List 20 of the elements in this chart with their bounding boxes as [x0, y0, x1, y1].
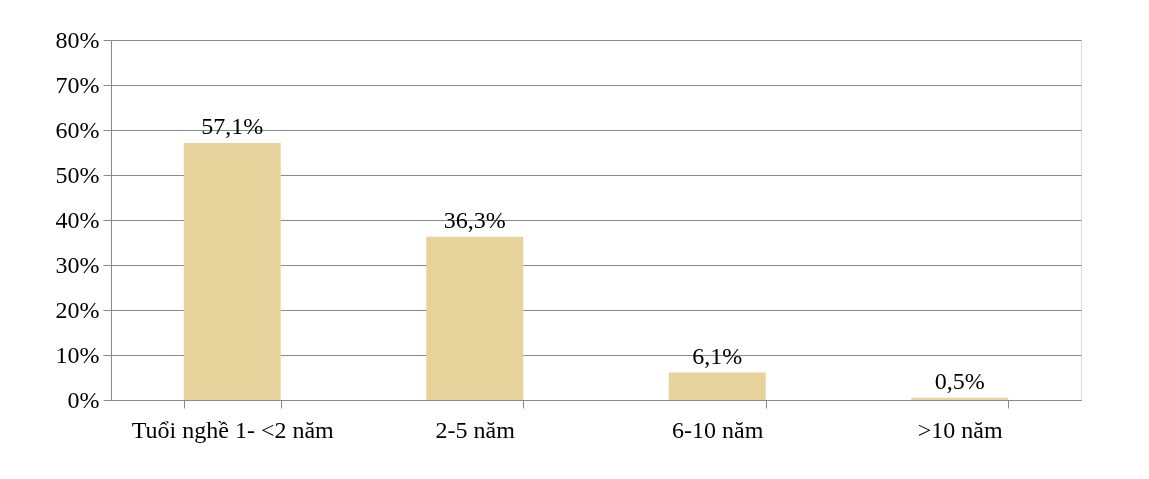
- y-tick-label: 70%: [55, 71, 100, 98]
- bar: [668, 372, 766, 400]
- data-label: 57,1%: [201, 113, 264, 140]
- y-tick-label: 80%: [55, 26, 100, 53]
- data-label: 36,3%: [443, 206, 506, 233]
- y-tick-label: 0%: [67, 386, 100, 413]
- x-tick-label: 2-5 năm: [435, 416, 516, 443]
- y-tick-label: 50%: [55, 161, 100, 188]
- data-label: 6,1%: [692, 342, 743, 369]
- data-label: 0,5%: [934, 367, 985, 394]
- x-tick-label: 6-10 năm: [672, 416, 764, 443]
- bar: [426, 236, 524, 400]
- y-tick-label: 10%: [55, 341, 100, 368]
- y-tick-label: 60%: [55, 116, 100, 143]
- x-tick-label: Tuổi nghề 1- <2 năm: [131, 416, 335, 443]
- bar: [183, 143, 281, 400]
- y-tick-label: 30%: [55, 251, 100, 278]
- y-tick-label: 20%: [55, 296, 100, 323]
- y-tick-label: 40%: [55, 206, 100, 233]
- x-tick-label: >10 năm: [917, 416, 1004, 443]
